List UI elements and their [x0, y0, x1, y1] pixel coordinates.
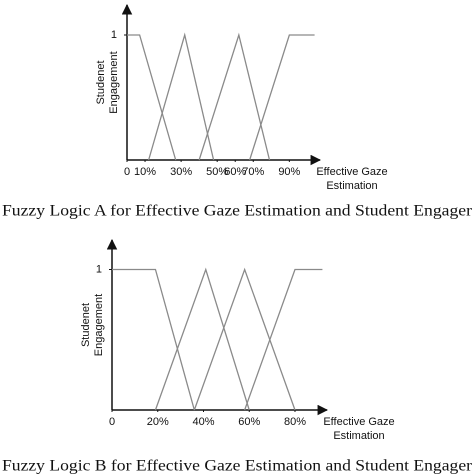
membership-line — [112, 268, 195, 411]
x-tick-label: 70% — [242, 166, 264, 178]
membership-line — [193, 267, 296, 411]
y-axis-label: Engagement — [108, 51, 120, 113]
x-tick-label: 50% — [206, 166, 228, 178]
x-axis-label: Estimation — [326, 180, 377, 192]
membership-line — [127, 34, 177, 161]
membership-line — [154, 267, 250, 411]
x-tick-label: 0 — [124, 166, 130, 178]
membership-line — [198, 32, 271, 161]
y-tick-label: 1 — [96, 263, 102, 275]
membership-line — [249, 34, 315, 161]
x-axis-label: Effective Gaze — [316, 166, 387, 178]
membership-line — [244, 268, 323, 411]
x-tick-label: 80% — [284, 416, 306, 428]
y-axis-label: Engagement — [93, 294, 105, 356]
x-tick-label: 40% — [192, 416, 214, 428]
x-tick-label: 60% — [224, 166, 246, 178]
membership-line — [148, 32, 215, 161]
y-tick-label: 1 — [111, 29, 117, 41]
x-tick-label: 10% — [134, 166, 156, 178]
x-tick-label: 90% — [278, 166, 300, 178]
x-tick-label: 20% — [147, 416, 169, 428]
x-tick-label: 30% — [170, 166, 192, 178]
caption: Fuzzy Logic A for Effective Gaze Estimat… — [2, 203, 473, 220]
caption: Fuzzy Logic B for Effective Gaze Estimat… — [2, 458, 473, 474]
x-axis-label: Effective Gaze — [323, 416, 394, 428]
x-axis-label: Estimation — [333, 430, 384, 442]
x-tick-label: 0 — [109, 416, 115, 428]
y-axis-label: Studenet — [95, 60, 107, 104]
y-axis-label: Studenet — [80, 303, 92, 347]
x-tick-label: 60% — [238, 416, 260, 428]
